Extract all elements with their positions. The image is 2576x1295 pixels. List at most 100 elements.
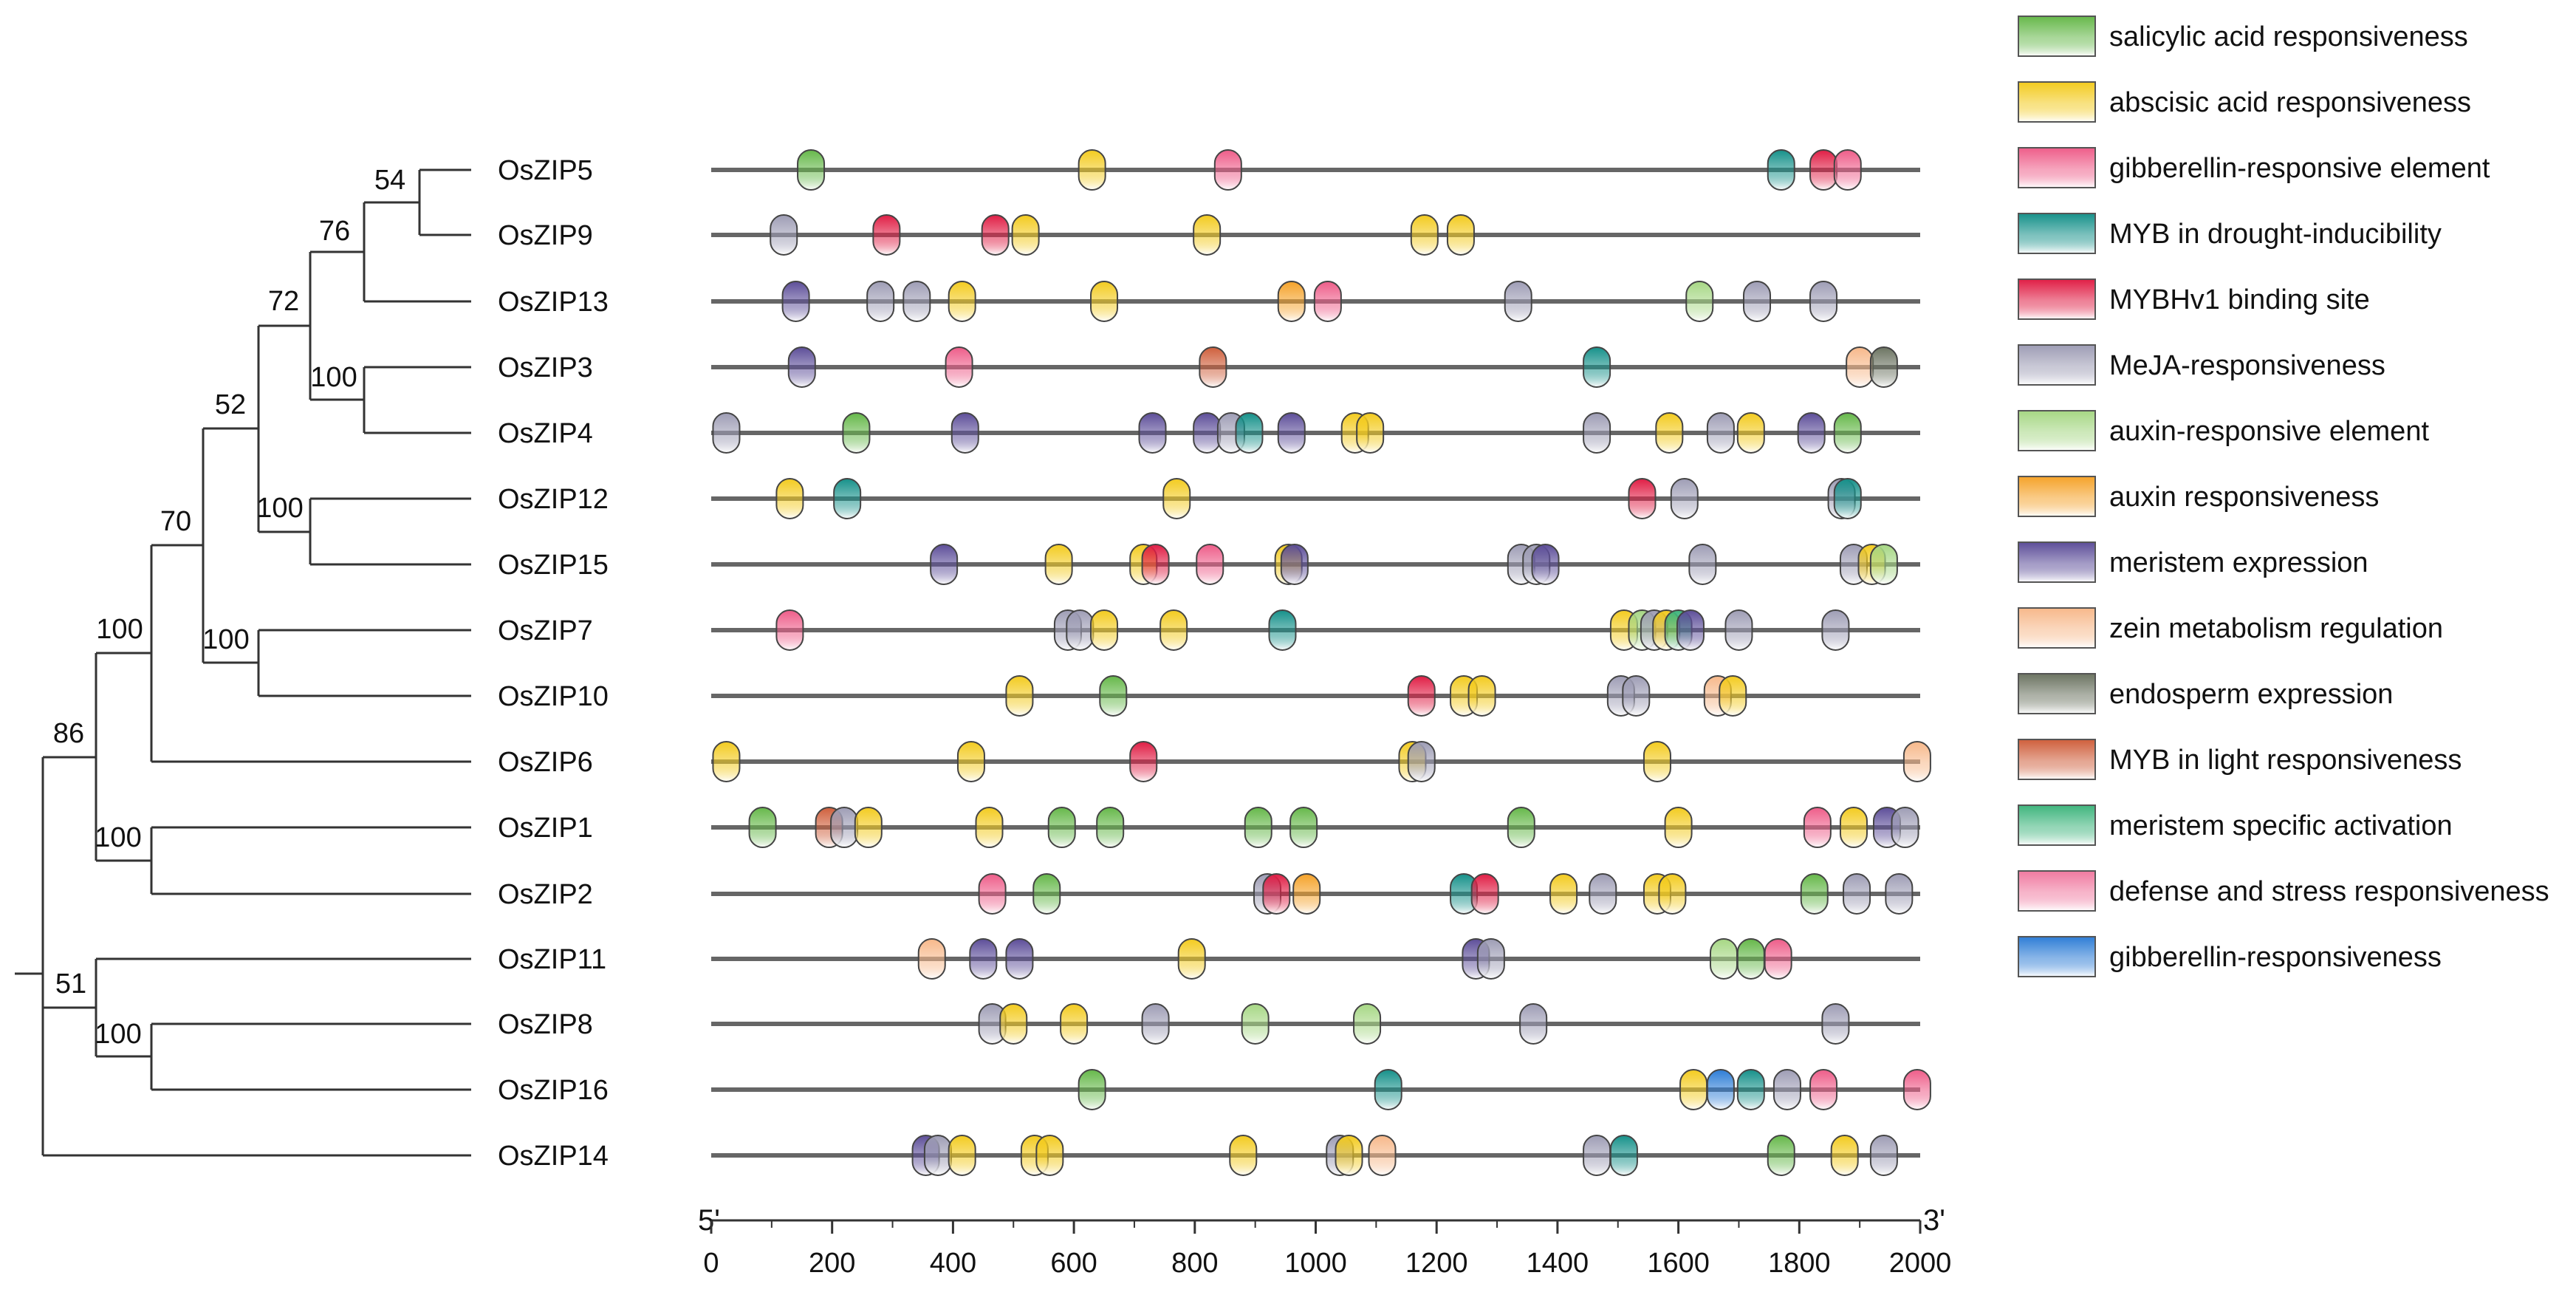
cis-element-aba-oszip1 — [975, 807, 1004, 848]
cis-element-meja-oszip14 — [1583, 1135, 1611, 1176]
legend-swatch — [2018, 81, 2096, 123]
axis-tick-label: 1000 — [1284, 1248, 1347, 1279]
cis-element-sal-oszip11 — [1736, 938, 1765, 980]
cis-element-mybh-oszip10 — [1407, 675, 1436, 717]
cis-element-gib-oszip2 — [978, 873, 1007, 915]
cis-element-aba-oszip8 — [999, 1003, 1028, 1045]
legend-item-endo: endosperm expression — [2018, 673, 2393, 714]
legend-label: zein metabolism regulation — [2109, 613, 2443, 644]
cis-element-mybl-oszip3 — [1199, 346, 1227, 388]
cis-element-mybh-oszip5 — [1809, 149, 1838, 191]
cis-element-meja-oszip4 — [1583, 412, 1611, 454]
legend-label: MYB in light responsiveness — [2109, 745, 2462, 776]
legend-label: gibberellin-responsive element — [2109, 153, 2490, 184]
legend-swatch — [2018, 541, 2096, 583]
cis-element-mer-oszip15 — [1280, 544, 1309, 585]
cis-element-meja-oszip4 — [1706, 412, 1735, 454]
cis-element-sal-oszip14 — [1767, 1135, 1795, 1176]
cis-element-mer-oszip4 — [1138, 412, 1167, 454]
cis-element-mybh-oszip9 — [981, 214, 1010, 256]
cis-element-mybh-oszip12 — [1628, 478, 1657, 519]
cis-element-sal-oszip16 — [1078, 1069, 1106, 1110]
cis-element-aba-oszip16 — [1679, 1069, 1708, 1110]
cis-element-aba-oszip6 — [956, 741, 985, 782]
legend-swatch — [2018, 607, 2096, 649]
gene-label: OsZIP15 — [498, 550, 609, 581]
bootstrap-label: 76 — [319, 216, 350, 247]
legend-item-mybh: MYBHv1 binding site — [2018, 279, 2370, 320]
node-root — [15, 757, 44, 1155]
cis-element-mer-oszip4 — [1193, 412, 1222, 454]
axis-tick-label: 600 — [1050, 1248, 1097, 1279]
legend-label: meristem specific activation — [2109, 810, 2453, 841]
axis-tick-label: 1600 — [1647, 1248, 1710, 1279]
bootstrap-label: 100 — [96, 614, 143, 645]
cis-element-gib-oszip1 — [1803, 807, 1832, 848]
gene-label: OsZIP5 — [498, 155, 593, 186]
axis-ticks: 0 200 400 600 800 1000 1200 1400 1600 1800 2000 — [703, 1220, 1951, 1279]
cis-element-mybh-oszip9 — [872, 214, 901, 256]
cis-element-gib-oszip7 — [775, 609, 804, 651]
gene-label: OsZIP14 — [498, 1141, 609, 1172]
cis-element-myb-oszip4 — [1235, 412, 1264, 454]
cis-element-meja-oszip13 — [902, 281, 931, 322]
cis-element-meja-oszip10 — [1622, 675, 1651, 717]
cis-element-auxr-oszip2 — [1292, 873, 1321, 915]
legend-item-mybl: MYB in light responsiveness — [2018, 739, 2462, 780]
cis-element-sal-oszip1 — [1507, 807, 1535, 848]
cis-element-mer-oszip3 — [787, 346, 816, 388]
cis-element-gib-oszip15 — [1196, 544, 1224, 585]
legend-item-sal: salicylic acid responsiveness — [2018, 16, 2468, 57]
cis-element-aba-oszip6 — [1642, 741, 1671, 782]
legend-swatch — [2018, 16, 2096, 57]
axis-tick-label: 1200 — [1405, 1248, 1468, 1279]
cis-element-meja-oszip14 — [1869, 1135, 1898, 1176]
axis-tick-label: 1800 — [1768, 1248, 1831, 1279]
axis-tick-label: 200 — [809, 1248, 855, 1279]
legend-item-gibr: gibberellin-responsiveness — [2018, 936, 2442, 977]
cis-element-meja-oszip4 — [712, 412, 741, 454]
cis-element-mer-oszip11 — [969, 938, 998, 980]
cis-element-aba-oszip11 — [1177, 938, 1206, 980]
cis-element-sal-oszip1 — [1244, 807, 1272, 848]
bootstrap-label: 100 — [256, 493, 303, 524]
gene-label: OsZIP13 — [498, 287, 609, 318]
cis-element-aba-oszip13 — [1090, 281, 1119, 322]
cis-element-meja-oszip1 — [1891, 807, 1919, 848]
cis-element-aba-oszip14 — [1830, 1135, 1859, 1176]
axis-5prime-label: 5' — [698, 1204, 720, 1237]
cis-element-myb-oszip12 — [833, 478, 862, 519]
gene-label: OsZIP1 — [498, 813, 593, 844]
cis-element-meja-oszip13 — [866, 281, 895, 322]
cis-element-gibr-oszip16 — [1706, 1069, 1735, 1110]
legend-swatch — [2018, 410, 2096, 451]
bootstrap-label: 51 — [55, 968, 86, 1000]
cis-element-aba-oszip2 — [1658, 873, 1687, 915]
legend-swatch — [2018, 936, 2096, 977]
cis-element-meja-oszip13 — [1809, 281, 1838, 322]
cis-element-myb-oszip12 — [1833, 478, 1862, 519]
cis-element-mer-oszip7 — [1676, 609, 1705, 651]
legend-swatch — [2018, 147, 2096, 188]
cis-element-aba-oszip10 — [1467, 675, 1496, 717]
legend-swatch — [2018, 870, 2096, 912]
legend-swatch — [2018, 344, 2096, 386]
cis-element-aba-oszip10 — [1005, 675, 1034, 717]
axis-tick-label: 1400 — [1527, 1248, 1589, 1279]
cis-element-mybh-oszip2 — [1470, 873, 1499, 915]
cis-element-gib-oszip16 — [1902, 1069, 1931, 1110]
cis-element-meja-oszip15 — [1688, 544, 1717, 585]
cis-element-meja-oszip7 — [1066, 609, 1095, 651]
cis-element-auxr-oszip13 — [1277, 281, 1306, 322]
cis-element-meja-oszip2 — [1885, 873, 1914, 915]
cis-element-aba-oszip4 — [1655, 412, 1684, 454]
gene-label: OsZIP10 — [498, 681, 609, 712]
cis-element-meja-oszip7 — [1724, 609, 1753, 651]
axis-tick-label: 800 — [1171, 1248, 1218, 1279]
cis-element-meja-oszip2 — [1843, 873, 1871, 915]
bootstrap-label: 86 — [53, 718, 84, 749]
cis-element-aba-oszip12 — [775, 478, 804, 519]
cis-element-zein-oszip11 — [917, 938, 946, 980]
cis-element-zein-oszip6 — [1902, 741, 1931, 782]
